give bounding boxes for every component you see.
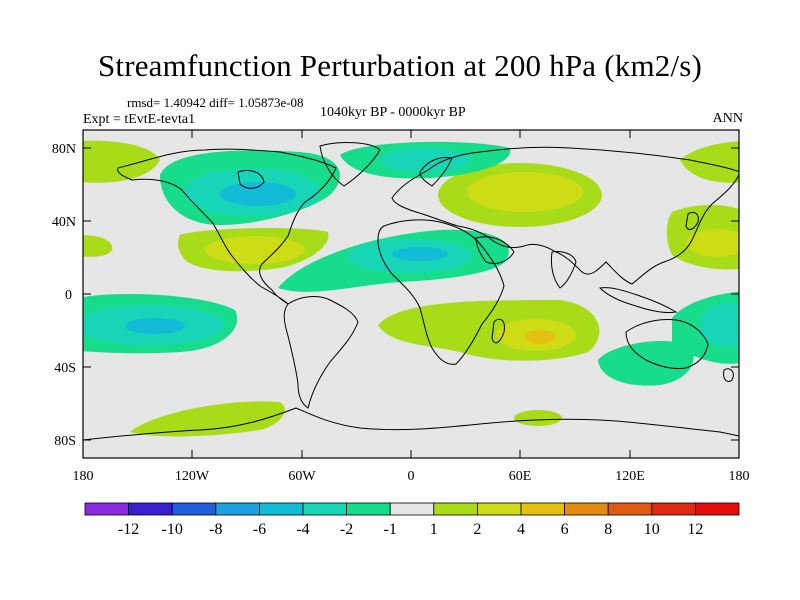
colorbar-swatch [389,502,435,516]
coastline-madagascar [491,318,505,344]
lon-label-60w: 60W [288,469,316,484]
coastline-new-zealand [723,368,734,383]
colorbar-swatch [433,502,478,516]
negative-anomaly-australia-south [598,340,694,386]
rmsd-diff-stats: rmsd= 1.40942 diff= 1.05873e-08 [127,95,304,110]
contour-fill-layer [83,140,739,437]
negative-anomaly-north-africa [278,229,509,292]
coastline-north-america [117,148,337,305]
coastline-india [551,251,577,289]
lon-label-120w: 120W [175,469,210,484]
experiment-label: Expt = tEvtE-tevta1 [83,112,196,127]
positive-anomaly-n-africa-eurasia [438,163,602,227]
colorbar-label: -1 [384,521,397,538]
coastline-africa [377,219,505,365]
colorbar-swatch [695,502,740,516]
positive-anomaly-arctic [83,140,739,183]
lat-label-40s: 40S [54,361,76,376]
coastline-greenland [319,142,381,187]
coastline-arabia [475,236,515,265]
lon-label-120e: 120E [615,469,645,484]
colorbar-swatch [651,502,696,516]
lon-label-180w: 180 [73,469,94,484]
colorbar-label: 1 [430,521,438,538]
positive-anomaly-ne-pacific [83,235,113,257]
positive-anomaly-caribbean [177,228,329,272]
colorbar-label: -12 [118,521,139,538]
lat-label-80n: 80N [52,142,76,157]
coastline-indonesia [598,287,678,313]
colorbar-label: 2 [473,521,481,538]
coastlines [83,142,739,441]
coastline-south-america [283,296,359,409]
negative-anomaly-north-america [160,150,340,225]
colorbar-swatch [84,502,129,516]
colorbar-label: -6 [253,521,266,538]
colorbar-swatch [607,502,653,516]
coastline-scandinavia [419,157,453,187]
colorbar-swatch [215,502,260,516]
colorbar-label: -4 [296,521,309,538]
lon-label-180e: 180 [729,469,750,484]
colorbar-swatch [346,502,391,516]
colorbar-label: -2 [340,521,353,538]
coastline-hudson-bay [237,169,265,189]
positive-anomaly-south-indian-ocean [378,300,600,361]
colorbar-swatch [564,502,609,516]
colorbar-swatch [258,502,304,516]
negative-anomaly-arctic-europe [340,141,511,179]
positive-anomaly-nw-pacific [666,204,739,270]
colorbar-swatch [128,502,173,516]
coastline-australia [625,319,709,369]
colorbar: -12 -10 -8 -6 -4 -2 -1 1 2 4 6 8 10 12 [84,502,740,538]
lat-label-equator: 0 [65,288,72,303]
colorbar-label: 10 [644,521,660,538]
colorbar-label: 12 [687,521,703,538]
colorbar-swatch [520,502,565,516]
lat-label-40n: 40N [52,215,76,230]
colorbar-label: 6 [561,521,569,538]
colorbar-swatch [476,502,522,516]
colorbar-label: -10 [162,521,183,538]
plot-title: Streamfunction Perturbation at 200 hPa (… [97,48,703,83]
colorbar-swatch [302,502,347,516]
positive-anomaly-antarctic [130,401,562,437]
period-label: 1040kyr BP - 0000kyr BP [320,105,466,120]
lon-label-0: 0 [408,469,415,484]
lon-label-60e: 60E [509,469,532,484]
coastline-antarctica [83,407,739,441]
colorbar-swatch [171,502,217,516]
colorbar-label: -8 [209,521,222,538]
colorbar-label: 4 [517,521,525,538]
coastline-japan [685,211,699,230]
negative-anomaly-south-pacific [83,294,237,354]
colorbar-label: 8 [604,521,612,538]
coastline-eurasia [391,146,739,285]
axis-ticks [82,130,740,458]
lat-label-80s: 80S [54,434,76,449]
season-label: ANN [712,111,743,126]
